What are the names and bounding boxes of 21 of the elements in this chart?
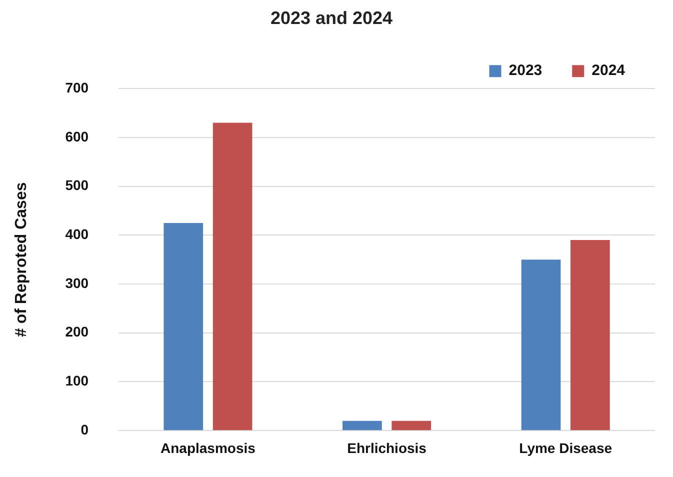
bar	[521, 260, 561, 430]
y-tick-label: 400	[65, 226, 89, 242]
bar	[212, 122, 252, 430]
y-tick-label: 100	[65, 372, 89, 389]
y-tick-label: 300	[65, 274, 89, 291]
y-tick-label: 700	[65, 79, 89, 96]
y-tick-label: 200	[65, 324, 89, 340]
bar	[342, 420, 382, 430]
x-tick-label: Ehrlichiosis	[347, 440, 427, 456]
legend-label: 2024	[592, 62, 626, 80]
bar	[164, 222, 204, 430]
y-axis-title: # of Reproted Cases	[13, 182, 30, 337]
x-tick-label: Anaplasmosis	[160, 440, 256, 456]
y-tick-label: 600	[65, 128, 89, 144]
bar	[392, 420, 432, 430]
chart-title: 2023 and 2024	[270, 8, 393, 28]
bar	[570, 240, 610, 430]
y-tick-label: 0	[80, 421, 89, 438]
legend-label: 2023	[508, 62, 542, 80]
y-tick-label: 500	[65, 177, 89, 194]
x-tick-label: Lyme Disease	[519, 440, 612, 456]
